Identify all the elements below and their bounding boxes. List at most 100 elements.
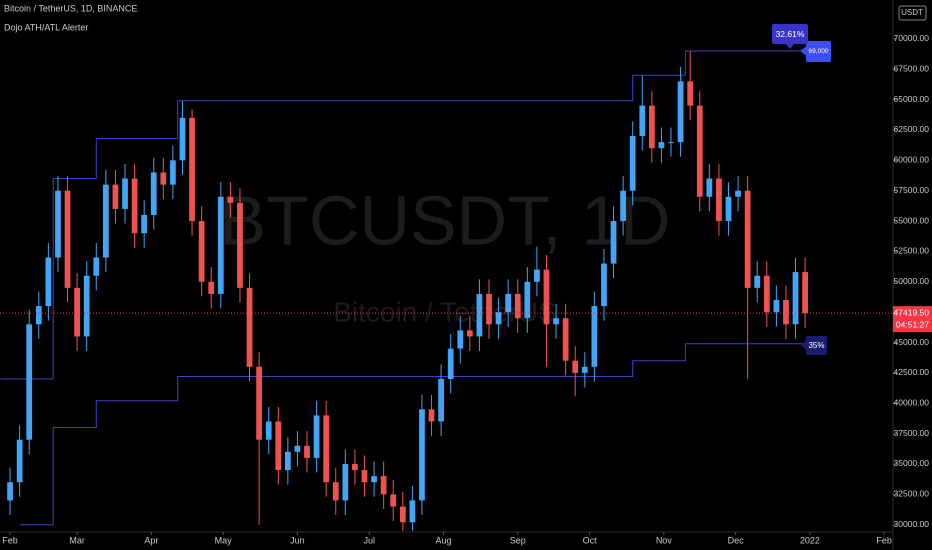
y-tick-label: 65000.00 bbox=[894, 94, 930, 104]
candle-body bbox=[122, 178, 128, 209]
ath-atl-line bbox=[19, 343, 806, 526]
x-tick-label: Oct bbox=[583, 535, 598, 545]
annotation-box bbox=[772, 24, 808, 44]
candle-body bbox=[735, 190, 741, 197]
candle-body bbox=[208, 281, 215, 294]
candle-body bbox=[361, 470, 368, 483]
candle-body bbox=[783, 300, 789, 325]
annotation-box bbox=[806, 336, 827, 355]
candle-body bbox=[466, 330, 473, 337]
candle-body bbox=[189, 117, 195, 222]
x-tick-label: Dec bbox=[728, 535, 745, 545]
candle-body bbox=[716, 178, 722, 222]
plot-area bbox=[0, 50, 808, 531]
candle-body bbox=[591, 306, 598, 367]
candle-body bbox=[284, 451, 291, 471]
annotation: 35% bbox=[808, 341, 824, 350]
indicator-name: Dojo ATH/ATL Alerter bbox=[4, 22, 88, 32]
y-tick-label: 45000.00 bbox=[894, 337, 930, 347]
x-tick-label: Jun bbox=[290, 535, 305, 545]
ath-atl-line bbox=[0, 50, 806, 380]
annotation: 32.61% bbox=[776, 29, 805, 39]
candle-body bbox=[543, 269, 550, 325]
candle-body bbox=[74, 287, 80, 337]
x-tick-label: Mar bbox=[69, 535, 85, 545]
candle-body bbox=[457, 330, 464, 349]
x-tick-label: 2022 bbox=[800, 535, 820, 545]
candle-body bbox=[802, 272, 808, 314]
y-tick-label: 37500.00 bbox=[894, 428, 930, 438]
candle-body bbox=[371, 476, 377, 483]
candle-body bbox=[763, 275, 770, 313]
y-tick-label: 67500.00 bbox=[894, 63, 930, 73]
candle-body bbox=[687, 81, 694, 106]
candle-body bbox=[246, 287, 253, 367]
y-tick-label: 62500.00 bbox=[894, 124, 930, 134]
candle-body bbox=[237, 202, 243, 288]
last-price-box bbox=[893, 306, 932, 333]
candle-body bbox=[754, 275, 761, 288]
y-tick-label: 30000.00 bbox=[894, 519, 930, 529]
candle-body bbox=[55, 190, 61, 258]
candle-body bbox=[131, 178, 138, 234]
candle-body bbox=[648, 105, 655, 149]
candle-body bbox=[696, 105, 703, 197]
candle-body bbox=[256, 366, 262, 440]
candle-body bbox=[706, 178, 713, 197]
candle-body bbox=[332, 482, 339, 501]
candle-body bbox=[227, 196, 234, 203]
y-tick-label: 52500.00 bbox=[894, 246, 930, 256]
candle-body bbox=[160, 172, 167, 185]
candle-body bbox=[265, 421, 272, 440]
candle-body bbox=[217, 196, 224, 294]
candle-body bbox=[562, 318, 569, 361]
candle-body bbox=[35, 306, 42, 325]
candle-body bbox=[275, 421, 282, 471]
candle-body bbox=[102, 184, 109, 258]
candle-body bbox=[476, 293, 483, 337]
x-tick-label: Aug bbox=[435, 535, 451, 545]
annotation-pointer bbox=[786, 44, 794, 49]
candle-body bbox=[658, 142, 665, 149]
candle-body bbox=[620, 190, 626, 222]
candle-body bbox=[170, 160, 176, 185]
annotation-pointer bbox=[801, 340, 806, 350]
candle-body bbox=[7, 482, 13, 501]
last-price-label: 47419.50 bbox=[894, 307, 930, 317]
candle-body bbox=[668, 142, 674, 144]
y-tick-label: 70000.00 bbox=[894, 33, 930, 43]
candle-body bbox=[112, 184, 119, 209]
candle-body bbox=[601, 263, 607, 307]
x-tick-label: Feb bbox=[2, 535, 18, 545]
x-tick-label: May bbox=[215, 535, 233, 545]
candle-body bbox=[792, 272, 799, 325]
y-tick-label: 35000.00 bbox=[894, 458, 930, 468]
candle-body bbox=[150, 172, 157, 215]
candle-body bbox=[447, 348, 454, 379]
candle-body bbox=[179, 117, 186, 161]
candle-body bbox=[399, 506, 406, 523]
y-tick-label: 40000.00 bbox=[894, 398, 930, 408]
candle-body bbox=[629, 136, 636, 191]
x-tick-label: Jul bbox=[364, 535, 376, 545]
currency-box[interactable] bbox=[898, 5, 927, 21]
y-tick-label: 42500.00 bbox=[894, 367, 930, 377]
candle-body bbox=[725, 196, 732, 222]
candle-body bbox=[380, 476, 387, 495]
candle-body bbox=[419, 409, 425, 501]
candle-body bbox=[610, 221, 617, 264]
candle-body bbox=[390, 494, 397, 507]
y-tick-label: 50000.00 bbox=[894, 276, 930, 286]
chart-title: Bitcoin / TetherUS, 1D, BINANCE bbox=[4, 3, 137, 13]
ath-label: 69,000 bbox=[809, 48, 829, 55]
currency[interactable]: USDT bbox=[901, 8, 923, 17]
candle-body bbox=[313, 415, 320, 458]
candle-body bbox=[524, 281, 531, 319]
candle-body bbox=[514, 293, 521, 319]
candle-body bbox=[553, 318, 559, 325]
candle-body bbox=[438, 378, 444, 422]
candle-body bbox=[639, 105, 646, 137]
watermark: BTCUSDT, 1D bbox=[219, 181, 670, 259]
